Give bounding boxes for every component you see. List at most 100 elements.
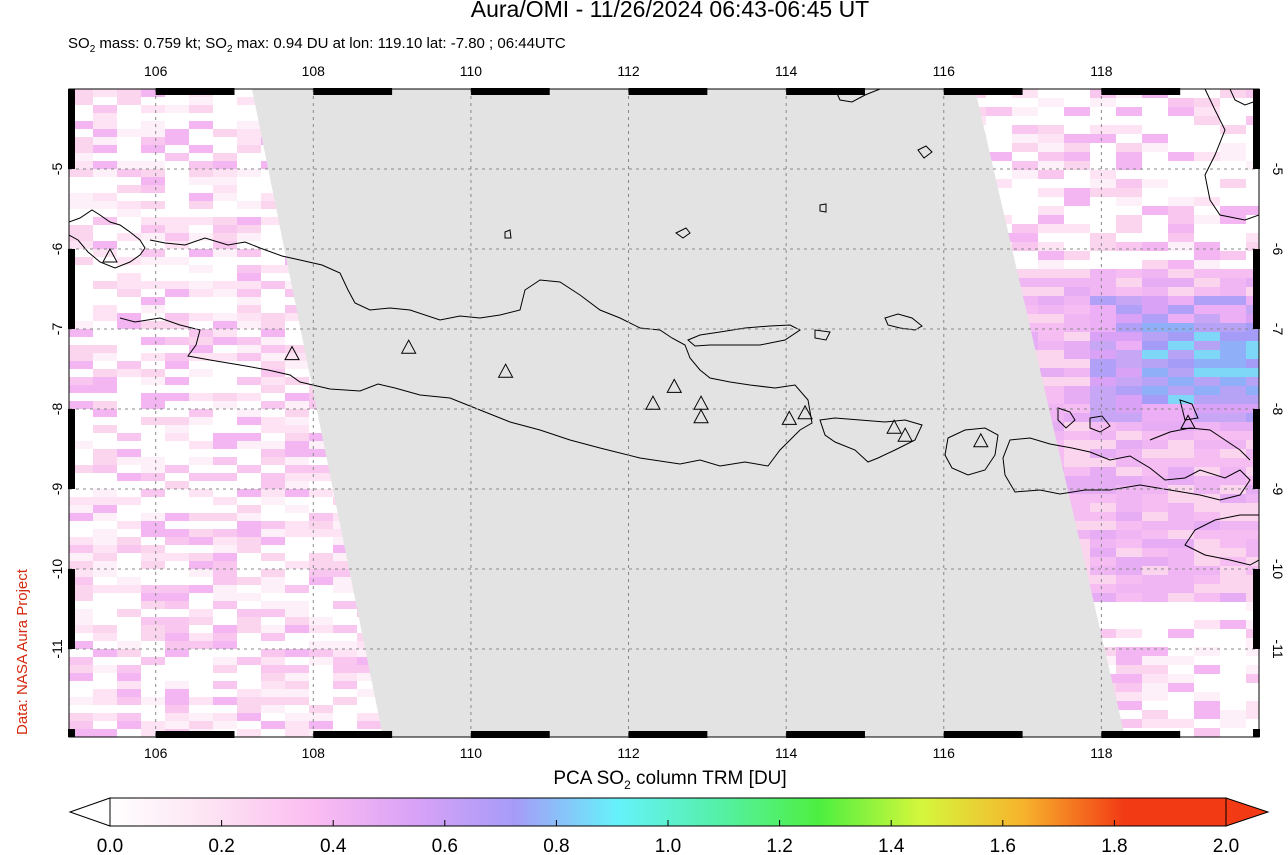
so2-pixel [1064,296,1090,305]
so2-pixel [141,545,165,553]
so2-pixel [189,177,213,185]
so2-pixel [1142,422,1168,431]
so2-pixel [69,537,93,545]
axis-tick-labels: 106 106 108 108 110 110 112 112 114 114 116 116 118 1… [49,63,1286,760]
so2-pixel [1194,710,1220,719]
so2-pixel [309,569,333,577]
so2-pixel [237,441,261,449]
so2-pixel [357,665,381,673]
colorbar-tick-label: 0.8 [543,836,569,855]
colorbar-tick-label: 0.0 [97,836,123,855]
so2-pixel [1090,530,1116,539]
so2-pixel [1220,377,1246,386]
so2-pixel [1090,539,1116,548]
so2-pixel [1246,557,1259,566]
so2-pixel [1142,656,1168,665]
so2-pixel [1116,161,1142,170]
so2-pixel [93,217,117,225]
so2-pixel [141,601,165,609]
so2-pixel [141,617,165,625]
so2-pixel [237,729,261,737]
so2-pixel [213,545,237,553]
so2-pixel [261,385,285,393]
so2-pixel [285,425,309,433]
so2-pixel [1246,593,1259,602]
so2-pixel [1064,251,1090,260]
border-bar [943,731,1023,738]
so2-pixel [1116,242,1142,251]
summary-part-1: SO [68,35,90,52]
so2-pixel [69,577,93,585]
so2-pixel [1090,350,1116,359]
so2-pixel [237,233,261,241]
so2-pixel [285,377,309,385]
so2-pixel [309,489,333,497]
so2-pixel [1168,305,1194,314]
so2-pixel [1064,350,1090,359]
so2-pixel [69,665,93,673]
so2-pixel [1142,314,1168,323]
so2-pixel [1012,269,1038,278]
border-bar [1101,731,1181,738]
so2-pixel [1168,404,1194,413]
volcano-markers [102,247,1196,448]
so2-pixel [1246,278,1259,287]
so2-pixel [213,441,237,449]
so2-pixel [1194,584,1220,593]
so2-pixel [261,353,285,361]
so2-pixel [237,505,261,513]
so2-pixel [69,137,93,145]
sulawesi-coastline [1229,89,1259,106]
so2-pixel [1038,260,1064,269]
so2-pixel [1142,368,1168,377]
volcano-icon [897,427,913,442]
so2-pixel [237,289,261,297]
lat-tick-label: -8 [1270,403,1286,416]
so2-pixel [165,529,189,537]
so2-pixel [237,265,261,273]
so2-pixel [261,193,285,201]
so2-pixel [213,393,237,401]
so2-pixel [1220,710,1246,719]
so2-pixel [213,313,237,321]
so2-pixel [69,193,93,201]
so2-pixel [1142,719,1168,728]
so2-pixel [189,489,213,497]
so2-pixel [1246,269,1259,278]
so2-pixel [1194,566,1220,575]
so2-pixel [189,585,213,593]
so2-pixel [69,385,93,393]
so2-pixel [237,609,261,617]
lat-tick-label: -5 [1270,163,1286,176]
so2-pixel [165,217,189,225]
so2-pixel [141,489,165,497]
so2-pixel [1116,215,1142,224]
so2-pixel [189,329,213,337]
so2-pixel [117,697,141,705]
so2-pixel [141,89,165,97]
so2-pixel [189,561,213,569]
so2-pixel [1038,215,1064,224]
so2-pixel [261,201,285,209]
so2-pixel [333,601,357,609]
so2-pixel [1220,503,1246,512]
so2-pixel [309,529,333,537]
so2-pixel [1038,269,1064,278]
volcano-icon [781,410,798,425]
so2-pixel [1168,341,1194,350]
so2-pixel [1194,395,1220,404]
so2-pixel [1012,242,1038,251]
so2-pixel [117,233,141,241]
so2-pixel [69,401,93,409]
so2-pixel [1246,620,1259,629]
small-island-1 [675,227,691,239]
so2-pixel [309,625,333,633]
so2-pixel [213,633,237,641]
so2-pixel [1220,521,1246,530]
so2-pixel [1064,134,1090,143]
so2-pixel [285,417,309,425]
so2-pixel [1064,476,1090,485]
so2-pixel [261,369,285,377]
so2-pixel [237,705,261,713]
so2-pixel [141,657,165,665]
